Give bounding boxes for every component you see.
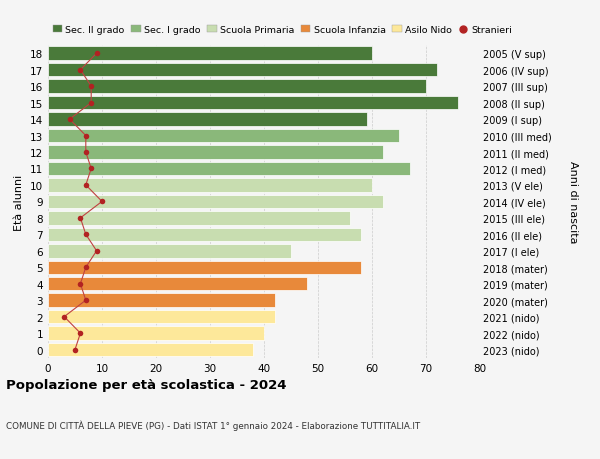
Bar (48, 245, 291, 258)
Bar (48, 212, 350, 225)
Point (76, 215, 85, 222)
Bar (48, 97, 458, 110)
Bar (48, 179, 372, 192)
Point (81, 133, 91, 140)
Point (81, 264, 91, 271)
Bar (48, 294, 275, 307)
Bar (48, 47, 372, 61)
Y-axis label: Età alunni: Età alunni (14, 174, 25, 230)
Point (76, 330, 85, 337)
Bar (48, 261, 361, 274)
Point (59, 313, 69, 321)
Bar (48, 195, 383, 209)
Bar (48, 343, 253, 357)
Bar (48, 228, 361, 241)
Point (70, 346, 80, 353)
Point (86, 165, 96, 173)
Bar (48, 327, 264, 340)
Point (97, 198, 107, 206)
Bar (48, 64, 437, 77)
Point (86, 83, 96, 90)
Point (81, 231, 91, 239)
Bar (48, 277, 307, 291)
Bar (48, 113, 367, 127)
Text: Popolazione per età scolastica - 2024: Popolazione per età scolastica - 2024 (6, 379, 287, 392)
Point (76, 67, 85, 74)
Bar (48, 129, 399, 143)
Legend: Sec. II grado, Sec. I grado, Scuola Primaria, Scuola Infanzia, Asilo Nido, Stran: Sec. II grado, Sec. I grado, Scuola Prim… (53, 26, 512, 35)
Point (81, 297, 91, 304)
Point (81, 182, 91, 189)
Point (86, 100, 96, 107)
Bar (48, 310, 275, 324)
Bar (48, 80, 426, 94)
Bar (48, 162, 410, 176)
Point (65, 116, 74, 123)
Point (76, 280, 85, 288)
Y-axis label: Anni di nascita: Anni di nascita (568, 161, 578, 243)
Bar (48, 146, 383, 159)
Text: COMUNE DI CITTÀ DELLA PIEVE (PG) - Dati ISTAT 1° gennaio 2024 - Elaborazione TUT: COMUNE DI CITTÀ DELLA PIEVE (PG) - Dati … (6, 420, 420, 431)
Point (92, 50, 101, 58)
Point (81, 149, 91, 157)
Point (92, 247, 101, 255)
